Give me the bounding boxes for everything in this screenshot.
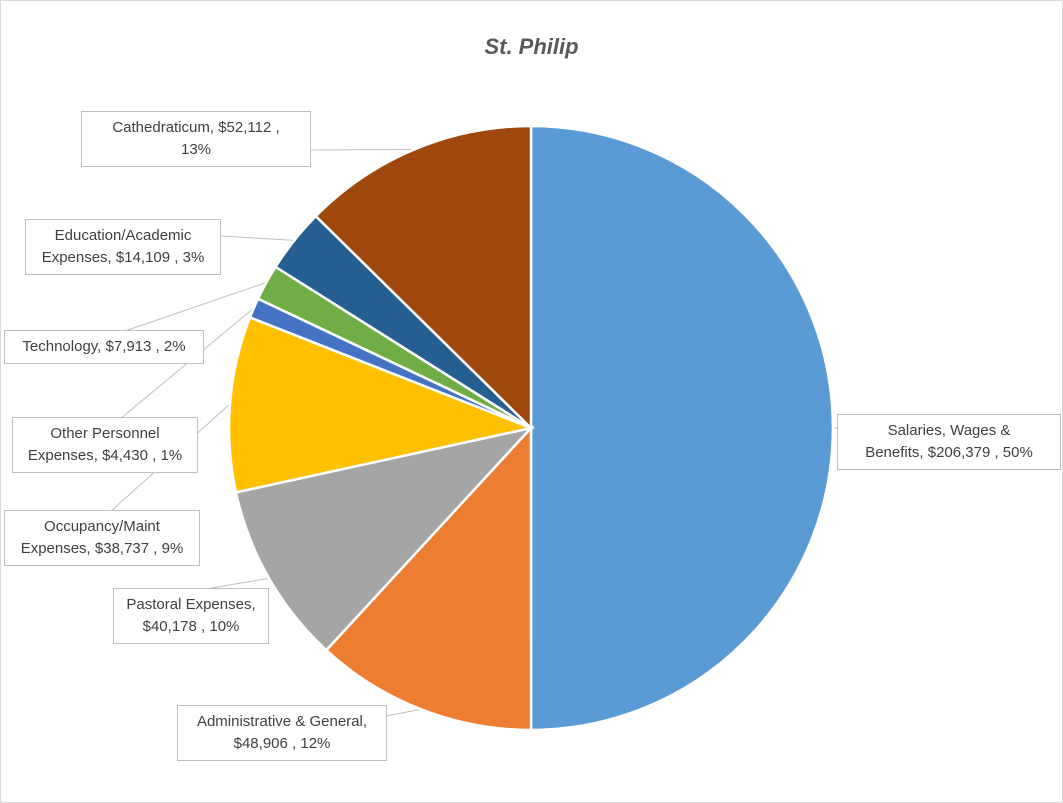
- data-label-line: Benefits, $206,379 , 50%: [865, 444, 1033, 461]
- data-label-line: Other Personnel: [50, 425, 160, 442]
- pie-slice-occupancy-maint-expenses: [227, 315, 536, 494]
- data-label-line: $40,178 , 10%: [142, 618, 240, 635]
- pie-slices: [227, 124, 835, 732]
- data-label: Cathedraticum, $52,112 , 13%: [81, 111, 311, 167]
- pie-slice-salaries-wages-benefits: [529, 124, 835, 732]
- pie-slice-administrative-general: [324, 424, 533, 732]
- data-label-line: 13%: [180, 141, 212, 158]
- data-label-line: Expenses, $4,430 , 1%: [27, 447, 183, 464]
- data-label: Administrative & General, $48,906 , 12%: [177, 705, 387, 761]
- pie-slice-pastoral-expenses: [234, 425, 535, 652]
- chart-title: St. Philip: [484, 34, 579, 59]
- data-label: Salaries, Wages & Benefits, $206,379 , 50…: [837, 414, 1061, 470]
- data-label-line: Education/Academic: [54, 227, 192, 244]
- leader-line: [121, 282, 267, 333]
- leader-line: [385, 708, 422, 717]
- data-label-line: Administrative & General,: [196, 713, 368, 730]
- data-label: Pastoral Expenses, $40,178 , 10%: [113, 588, 269, 644]
- data-label: Occupancy/Maint Expenses, $38,737 , 9%: [4, 510, 200, 566]
- leader-line: [310, 148, 415, 151]
- pie-slice-cathedraticum: [314, 124, 533, 431]
- data-label-line: Expenses, $14,109 , 3%: [41, 249, 205, 266]
- leader-line: [220, 235, 295, 241]
- data-label-line: Expenses, $38,737 , 9%: [20, 540, 184, 557]
- data-label: Other Personnel Expenses, $4,430 , 1%: [12, 417, 198, 473]
- data-label-line: Occupancy/Maint: [44, 518, 160, 535]
- data-label-line: Technology, $7,913 , 2%: [22, 338, 186, 355]
- data-label-line: $48,906 , 12%: [233, 735, 331, 752]
- data-label-line: Cathedraticum, $52,112 ,: [112, 119, 280, 136]
- data-label-line: Pastoral Expenses,: [126, 596, 256, 613]
- data-label: Technology, $7,913 , 2%: [4, 330, 204, 364]
- data-label: Education/Academic Expenses, $14,109 , 3%: [25, 219, 221, 275]
- data-label-line: Salaries, Wages &: [887, 422, 1011, 439]
